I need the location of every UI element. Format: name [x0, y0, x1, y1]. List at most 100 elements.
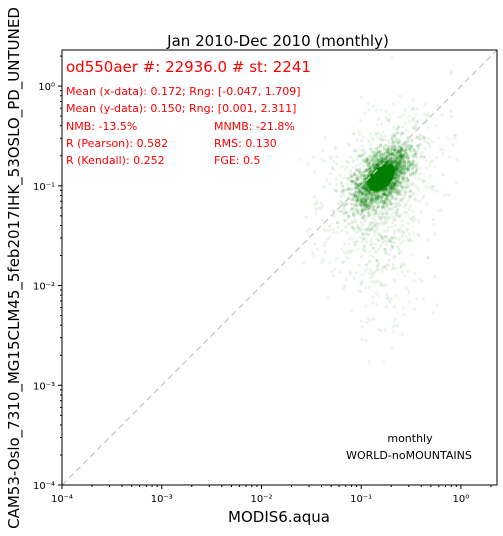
- scatter-point: [412, 173, 417, 178]
- scatter-point: [381, 130, 385, 134]
- scatter-point: [383, 188, 387, 192]
- scatter-point: [333, 145, 337, 149]
- scatter-point: [340, 164, 344, 169]
- scatter-point: [390, 137, 394, 141]
- scatter-point: [354, 202, 359, 206]
- scatter-point: [433, 275, 437, 279]
- scatter-point: [395, 153, 399, 157]
- scatter-point: [334, 257, 339, 261]
- scatter-point: [393, 147, 397, 151]
- scatter-point: [397, 181, 401, 185]
- scatter-point: [378, 157, 382, 161]
- scatter-point: [362, 187, 366, 191]
- scatter-point: [371, 157, 375, 162]
- scatter-point: [359, 229, 363, 233]
- scatter-point: [411, 209, 415, 213]
- scatter-point: [369, 204, 373, 208]
- scatter-point: [380, 236, 384, 240]
- scatter-point: [384, 188, 388, 192]
- scatter-point: [393, 176, 397, 180]
- scatter-point: [384, 217, 388, 222]
- scatter-point: [341, 188, 346, 192]
- scatter-point: [405, 166, 409, 171]
- scatter-point: [397, 161, 401, 165]
- scatter-point: [413, 218, 417, 222]
- scatter-point: [362, 201, 366, 205]
- scatter-point: [373, 166, 377, 170]
- scatter-point: [403, 163, 407, 167]
- scatter-point: [313, 206, 317, 210]
- scatter-point: [368, 243, 373, 247]
- scatter-point: [401, 196, 406, 200]
- scatter-point: [359, 166, 363, 170]
- scatter-point: [384, 242, 388, 247]
- scatter-point: [398, 154, 403, 158]
- scatter-point: [384, 156, 388, 161]
- scatter-point: [409, 217, 413, 221]
- scatter-point: [392, 187, 396, 191]
- scatter-point: [398, 115, 402, 119]
- scatter-point: [377, 248, 381, 252]
- scatter-point: [332, 230, 336, 235]
- scatter-point: [356, 197, 360, 202]
- scatter-point: [374, 209, 378, 213]
- scatter-point: [364, 191, 368, 196]
- scatter-point: [334, 189, 339, 193]
- scatter-point: [407, 119, 411, 123]
- annotation-region: WORLD-noMOUNTAINS: [346, 449, 472, 462]
- scatter-point: [351, 198, 355, 202]
- scatter-point: [392, 235, 396, 239]
- scatter-point: [380, 236, 385, 240]
- scatter-point: [417, 135, 421, 140]
- scatter-point: [384, 159, 388, 163]
- scatter-point: [406, 182, 410, 186]
- scatter-point: [395, 293, 399, 298]
- scatter-point: [342, 203, 346, 207]
- scatter-point: [367, 167, 372, 171]
- scatter-point: [360, 223, 364, 227]
- scatter-point: [360, 191, 364, 196]
- scatter-point: [374, 211, 378, 215]
- scatter-point: [394, 166, 399, 170]
- scatter-point: [383, 151, 387, 156]
- scatter-point: [369, 198, 373, 203]
- scatter-point: [366, 214, 371, 218]
- scatter-point: [394, 178, 398, 183]
- scatter-point: [396, 208, 400, 212]
- scatter-point: [398, 145, 402, 149]
- scatter-point: [372, 317, 376, 321]
- scatter-point: [396, 214, 400, 218]
- scatter-point: [363, 184, 367, 188]
- scatter-point: [404, 153, 408, 157]
- scatter-point: [376, 227, 380, 231]
- scatter-point: [387, 252, 391, 257]
- scatter-point: [400, 146, 404, 150]
- scatter-point: [325, 178, 329, 182]
- scatter-point: [369, 227, 373, 231]
- scatter-point: [398, 203, 402, 207]
- scatter-point: [354, 199, 358, 204]
- scatter-point: [388, 199, 392, 204]
- scatter-point: [414, 107, 419, 111]
- scatter-point: [391, 157, 395, 161]
- scatter-point: [395, 163, 399, 167]
- scatter-point: [406, 139, 410, 143]
- scatter-point: [387, 198, 391, 202]
- scatter-point: [387, 236, 391, 241]
- scatter-point: [406, 144, 410, 148]
- scatter-point: [408, 194, 412, 198]
- scatter-point: [382, 215, 386, 219]
- scatter-point: [418, 277, 422, 281]
- scatter-point: [323, 136, 327, 140]
- scatter-point: [380, 198, 384, 202]
- scatter-point: [358, 235, 362, 240]
- scatter-point: [370, 161, 374, 165]
- scatter-point: [396, 150, 400, 154]
- scatter-point: [397, 163, 401, 168]
- scatter-point: [410, 166, 414, 171]
- scatter-point: [406, 228, 410, 232]
- scatter-point: [390, 207, 395, 211]
- scatter-point: [413, 123, 418, 127]
- scatter-point: [372, 158, 376, 162]
